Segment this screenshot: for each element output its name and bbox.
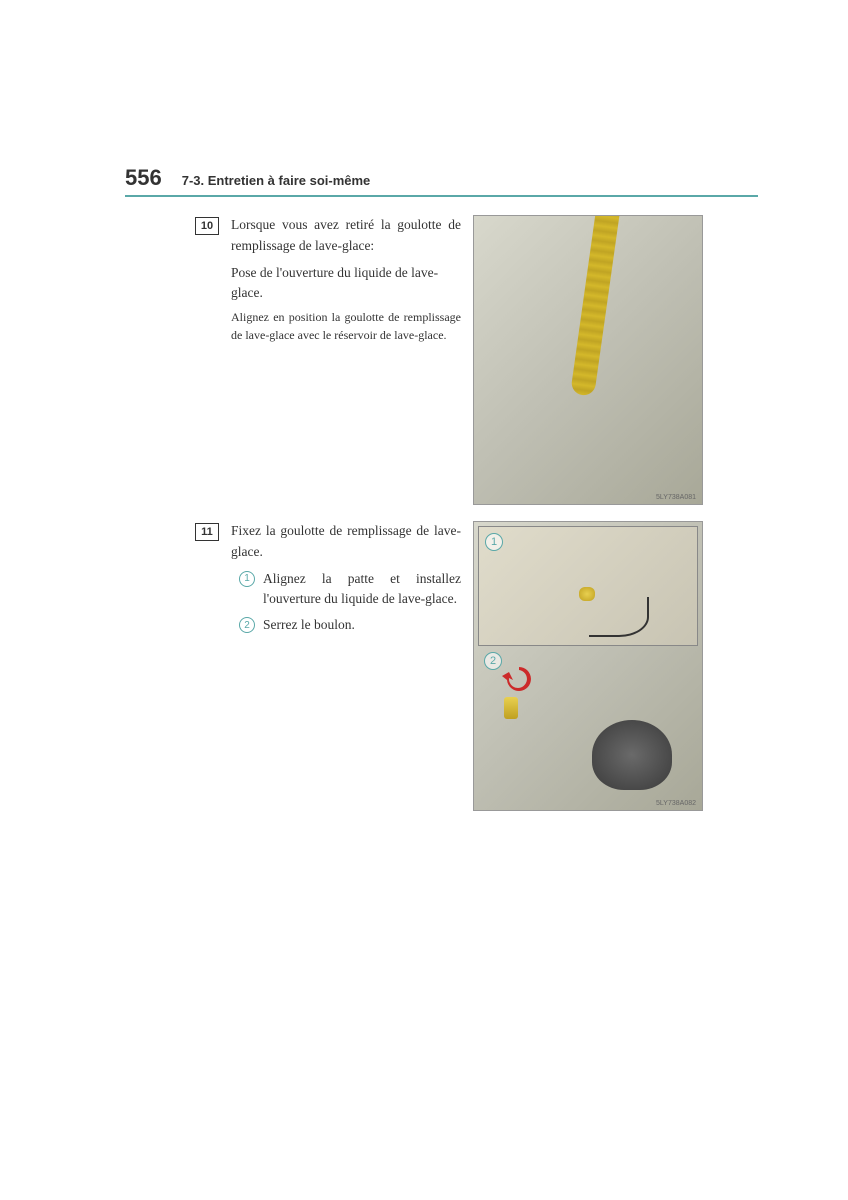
substep-marker-1: 1 <box>239 571 255 587</box>
bolt-icon <box>504 697 518 719</box>
step-11-image: 1 2 5LY738A082 <box>473 521 703 811</box>
page-number: 556 <box>125 165 162 191</box>
section-title: 7-3. Entretien à faire soi-même <box>182 173 371 188</box>
substep-marker-2: 2 <box>239 617 255 633</box>
step-10-p1: Lorsque vous avez retiré la goulotte de … <box>231 215 461 257</box>
page-header: 556 7-3. Entretien à faire soi-même <box>125 165 758 197</box>
step-10-image: 5LY738A081 <box>473 215 703 505</box>
substep-1: 1 Alignez la patte et installez l'ouvert… <box>231 569 461 610</box>
substep-2-text: Serrez le boulon. <box>263 615 355 635</box>
callout-1-icon: 1 <box>485 533 503 551</box>
substep-2: 2 Serrez le boulon. <box>231 615 461 635</box>
step-10-row: 10 Lorsque vous avez retiré la goulotte … <box>125 215 758 505</box>
reservoir-icon <box>592 720 672 790</box>
image-label-1: 5LY738A081 <box>656 494 696 501</box>
step-10-text: Lorsque vous avez retiré la goulotte de … <box>231 215 461 344</box>
step-11-row: 11 Fixez la goulotte de remplissage de l… <box>125 521 758 811</box>
step-11-text: Fixez la goulotte de remplissage de lave… <box>231 521 461 642</box>
step-10-p3: Alignez en position la goulotte de rempl… <box>231 309 461 344</box>
tighten-arrow-icon <box>499 662 539 697</box>
inset-detail: 1 <box>478 526 698 646</box>
step-marker-11: 11 <box>195 523 219 541</box>
step-11-p1: Fixez la goulotte de remplissage de lave… <box>231 521 461 563</box>
step-marker-10: 10 <box>195 217 219 235</box>
washer-hose-icon <box>570 215 622 397</box>
install-arrow-icon <box>589 597 649 637</box>
image-label-2: 5LY738A082 <box>656 800 696 807</box>
step-10-p2: Pose de l'ouverture du liquide de lave-g… <box>231 263 461 304</box>
substep-1-text: Alignez la patte et installez l'ouvertur… <box>263 569 461 610</box>
